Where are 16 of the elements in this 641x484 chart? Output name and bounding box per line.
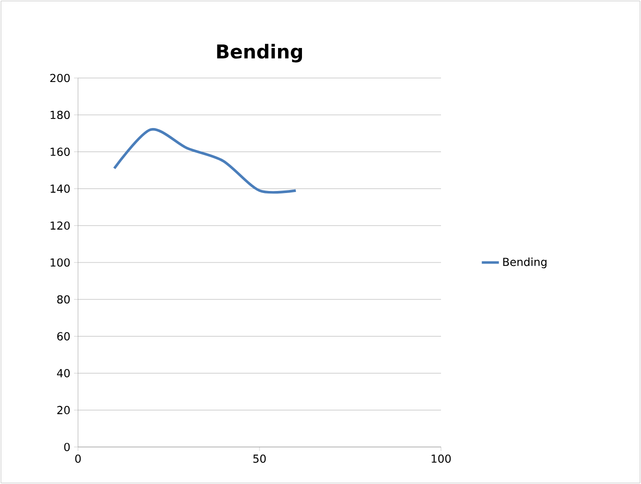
y-tick-label: 120	[50, 221, 70, 230]
x-tick-label: 0	[75, 454, 81, 463]
y-tick-label: 60	[57, 332, 70, 340]
y-tick-label: 200	[50, 74, 70, 82]
x-tick-label: 100	[432, 454, 451, 463]
chart-title: Bending	[217, 44, 302, 62]
y-tick-label: 140	[50, 184, 70, 193]
y-tick-label: 100	[50, 258, 70, 267]
y-tick-label: 20	[57, 406, 70, 414]
y-tick-label: 180	[50, 110, 70, 120]
y-tick-label: 160	[50, 148, 70, 156]
y-tick-label: 80	[57, 295, 70, 304]
y-tick-label: 40	[57, 369, 70, 378]
legend-label: Bending	[503, 258, 546, 268]
x-tick-label: 50	[253, 454, 266, 463]
y-tick-label: 0	[64, 442, 70, 452]
